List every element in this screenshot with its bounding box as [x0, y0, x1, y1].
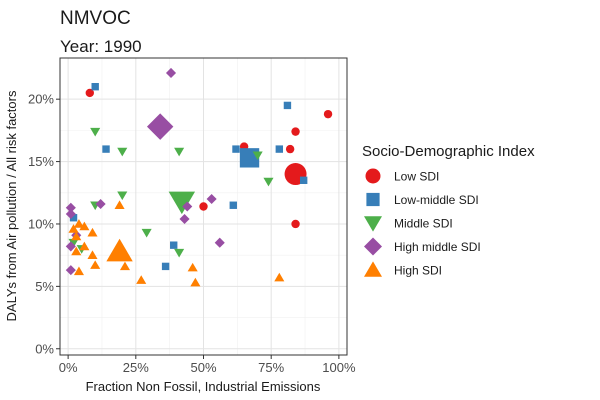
legend-key-low-sdi: [365, 168, 381, 184]
point-high-sdi: [79, 221, 90, 231]
y-axis-title: DALYs from Air pollution / All risk fact…: [4, 90, 19, 321]
point-low-sdi: [85, 88, 94, 98]
point-low-middle-sdi: [283, 101, 292, 110]
legend-title: Socio-Demographic Index: [362, 143, 535, 160]
x-axis-title: Fraction Non Fossil, Industrial Emission…: [86, 379, 321, 394]
point-low-middle-sdi: [69, 214, 78, 222]
legend-label-low-sdi: Low SDI: [394, 170, 439, 184]
y-tick-label: 10%: [28, 216, 54, 231]
point-high-middle-sdi: [95, 198, 106, 210]
x-tick-label: 25%: [123, 360, 149, 375]
legend-label-low-middle-sdi: Low-middle SDI: [394, 193, 479, 207]
point-high-middle-sdi: [65, 208, 76, 220]
legend-key-high-sdi: [364, 261, 382, 277]
point-middle-sdi: [168, 191, 196, 215]
chart-title: NMVOC: [60, 8, 131, 29]
point-low-middle-sdi: [275, 145, 284, 153]
point-high-sdi: [90, 260, 101, 269]
point-low-sdi: [199, 202, 208, 211]
legend-label-middle-sdi: Middle SDI: [394, 217, 453, 231]
point-high-sdi: [136, 275, 147, 284]
point-high-sdi: [106, 238, 133, 262]
point-middle-sdi: [117, 191, 128, 201]
point-high-sdi: [274, 272, 285, 282]
point-high-sdi: [71, 246, 82, 256]
point-middle-sdi: [263, 177, 274, 187]
y-tick-label: 20%: [28, 92, 54, 107]
point-high-sdi: [187, 262, 198, 272]
legend-label-high-middle-sdi: High middle SDI: [394, 240, 481, 254]
point-middle-sdi: [90, 127, 101, 137]
point-high-middle-sdi: [65, 202, 76, 213]
point-low-sdi: [285, 144, 295, 154]
legend: Socio-Demographic Index Low SDI Low-middl…: [362, 143, 535, 278]
point-high-sdi: [73, 219, 84, 228]
legend-items: Low SDI Low-middle SDI Middle SDI High midd…: [364, 168, 481, 278]
point-low-middle-sdi: [299, 176, 308, 184]
point-high-sdi: [87, 250, 98, 259]
legend-key-middle-sdi: [364, 216, 382, 232]
point-high-middle-sdi: [165, 67, 177, 79]
point-high-middle-sdi: [206, 193, 217, 205]
point-high-middle-sdi: [65, 241, 76, 252]
legend-key-high-middle-sdi: [364, 237, 382, 256]
point-high-sdi: [190, 277, 201, 287]
point-high-sdi: [71, 231, 82, 241]
point-middle-sdi: [68, 238, 79, 248]
chart-subtitle: Year: 1990: [60, 37, 142, 56]
x-tick-label: 75%: [258, 360, 284, 375]
point-high-sdi: [68, 224, 79, 233]
point-low-sdi: [291, 219, 300, 229]
x-tick-label: 100%: [322, 360, 356, 375]
point-high-sdi: [79, 241, 90, 251]
x-tick-label: 0%: [59, 360, 78, 375]
y-axis-ticks: 0% 5% 10% 15% 20%: [28, 92, 60, 356]
point-high-middle-sdi: [182, 201, 193, 212]
point-low-middle-sdi: [232, 145, 240, 153]
y-tick-label: 15%: [28, 154, 54, 169]
point-low-sdi: [323, 109, 333, 119]
point-low-middle-sdi: [91, 83, 99, 91]
y-tick-label: 5%: [35, 279, 54, 294]
legend-label-high-sdi: High SDI: [394, 264, 442, 278]
point-high-middle-sdi: [146, 113, 174, 140]
point-middle-sdi: [174, 248, 185, 258]
point-low-middle-sdi: [102, 145, 110, 153]
x-tick-label: 50%: [190, 360, 216, 375]
legend-key-low-middle-sdi: [366, 192, 380, 207]
x-axis-ticks: 0% 25% 50% 75% 100%: [59, 355, 356, 375]
point-middle-sdi: [174, 147, 185, 157]
point-high-middle-sdi: [179, 213, 190, 225]
point-low-middle-sdi: [229, 201, 237, 209]
point-high-sdi: [114, 200, 125, 210]
point-high-middle-sdi: [214, 237, 225, 248]
point-high-sdi: [73, 266, 84, 276]
point-low-middle-sdi: [161, 262, 170, 271]
y-tick-label: 0%: [35, 341, 54, 356]
data-points: [65, 67, 333, 287]
point-low-sdi: [291, 127, 300, 136]
point-high-middle-sdi: [65, 265, 76, 276]
point-middle-sdi: [252, 151, 263, 161]
point-high-sdi: [87, 227, 98, 237]
point-middle-sdi: [117, 147, 128, 157]
point-low-middle-sdi: [170, 241, 178, 249]
point-high-sdi: [119, 261, 131, 271]
point-middle-sdi: [141, 228, 152, 238]
